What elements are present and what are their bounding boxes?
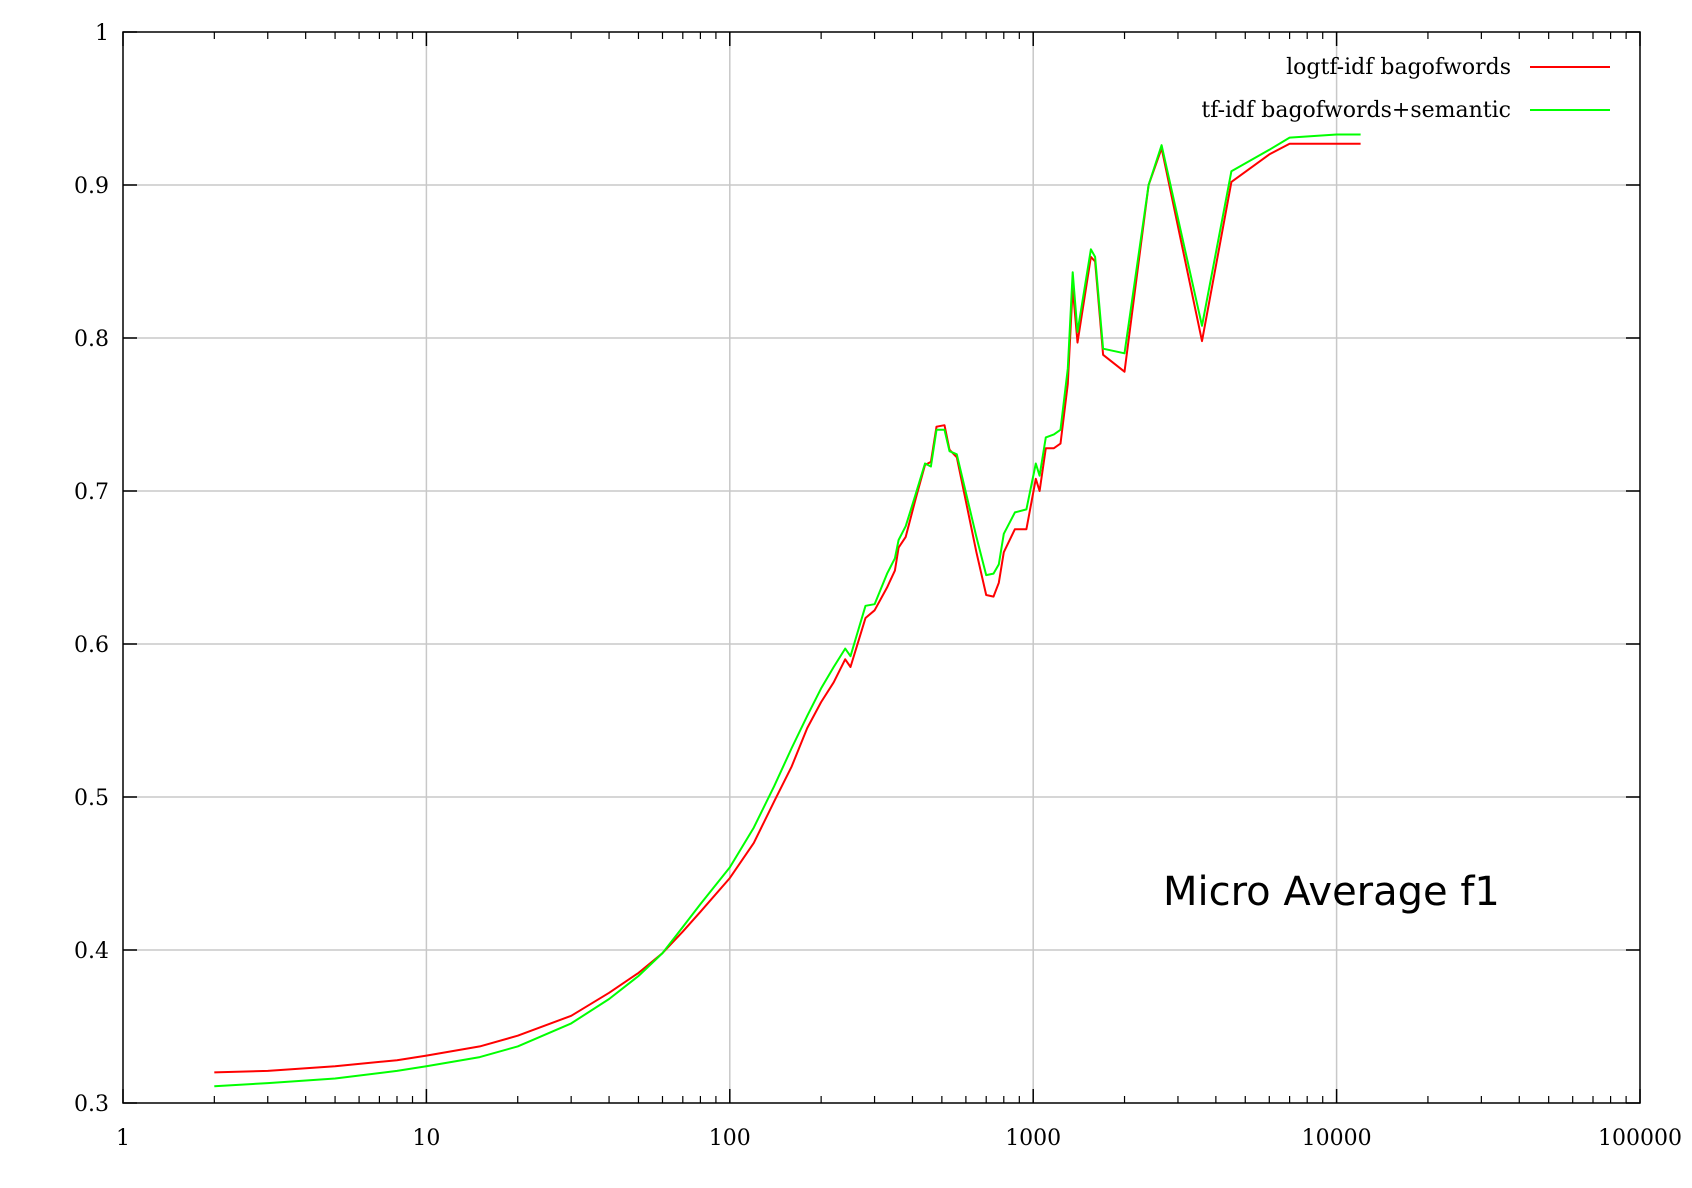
y-tick-label: 1 <box>95 21 109 46</box>
legend-label: logtf-idf bagofwords <box>1286 55 1511 80</box>
y-tick-label: 0.7 <box>74 480 109 505</box>
x-tick-label: 10 <box>412 1126 440 1151</box>
x-tick-label: 100000 <box>1598 1126 1682 1151</box>
y-tick-label: 0.5 <box>74 786 109 811</box>
x-tick-label: 1 <box>116 1126 130 1151</box>
x-tick-labels: 1 10 100 1000 10000 100000 <box>116 1126 1682 1151</box>
chart-annotation: Micro Average f1 <box>1163 869 1500 915</box>
y-tick-label: 0.8 <box>74 327 109 352</box>
x-tick-label: 1000 <box>1005 1126 1061 1151</box>
legend-label: tf-idf bagofwords+semantic <box>1201 98 1511 123</box>
axis-ticks <box>122 31 1641 1104</box>
x-tick-label: 100 <box>709 1126 751 1151</box>
y-tick-label: 0.9 <box>74 174 109 199</box>
y-tick-label: 0.4 <box>74 939 109 964</box>
y-tick-labels: 0.3 0.4 0.5 0.6 0.7 0.8 0.9 1 <box>74 21 109 1117</box>
series-line-1 <box>214 142 1361 1074</box>
data-series <box>214 133 1361 1088</box>
y-tick-label: 0.6 <box>74 633 109 658</box>
plot-area-frame <box>122 31 1641 1104</box>
series-line-2 <box>214 133 1361 1088</box>
legend: logtf-idf bagofwords tf-idf bagofwords+se… <box>1201 55 1610 123</box>
grid-lines <box>123 32 1640 1103</box>
x-tick-label: 10000 <box>1302 1126 1372 1151</box>
y-tick-label: 0.3 <box>74 1092 109 1117</box>
